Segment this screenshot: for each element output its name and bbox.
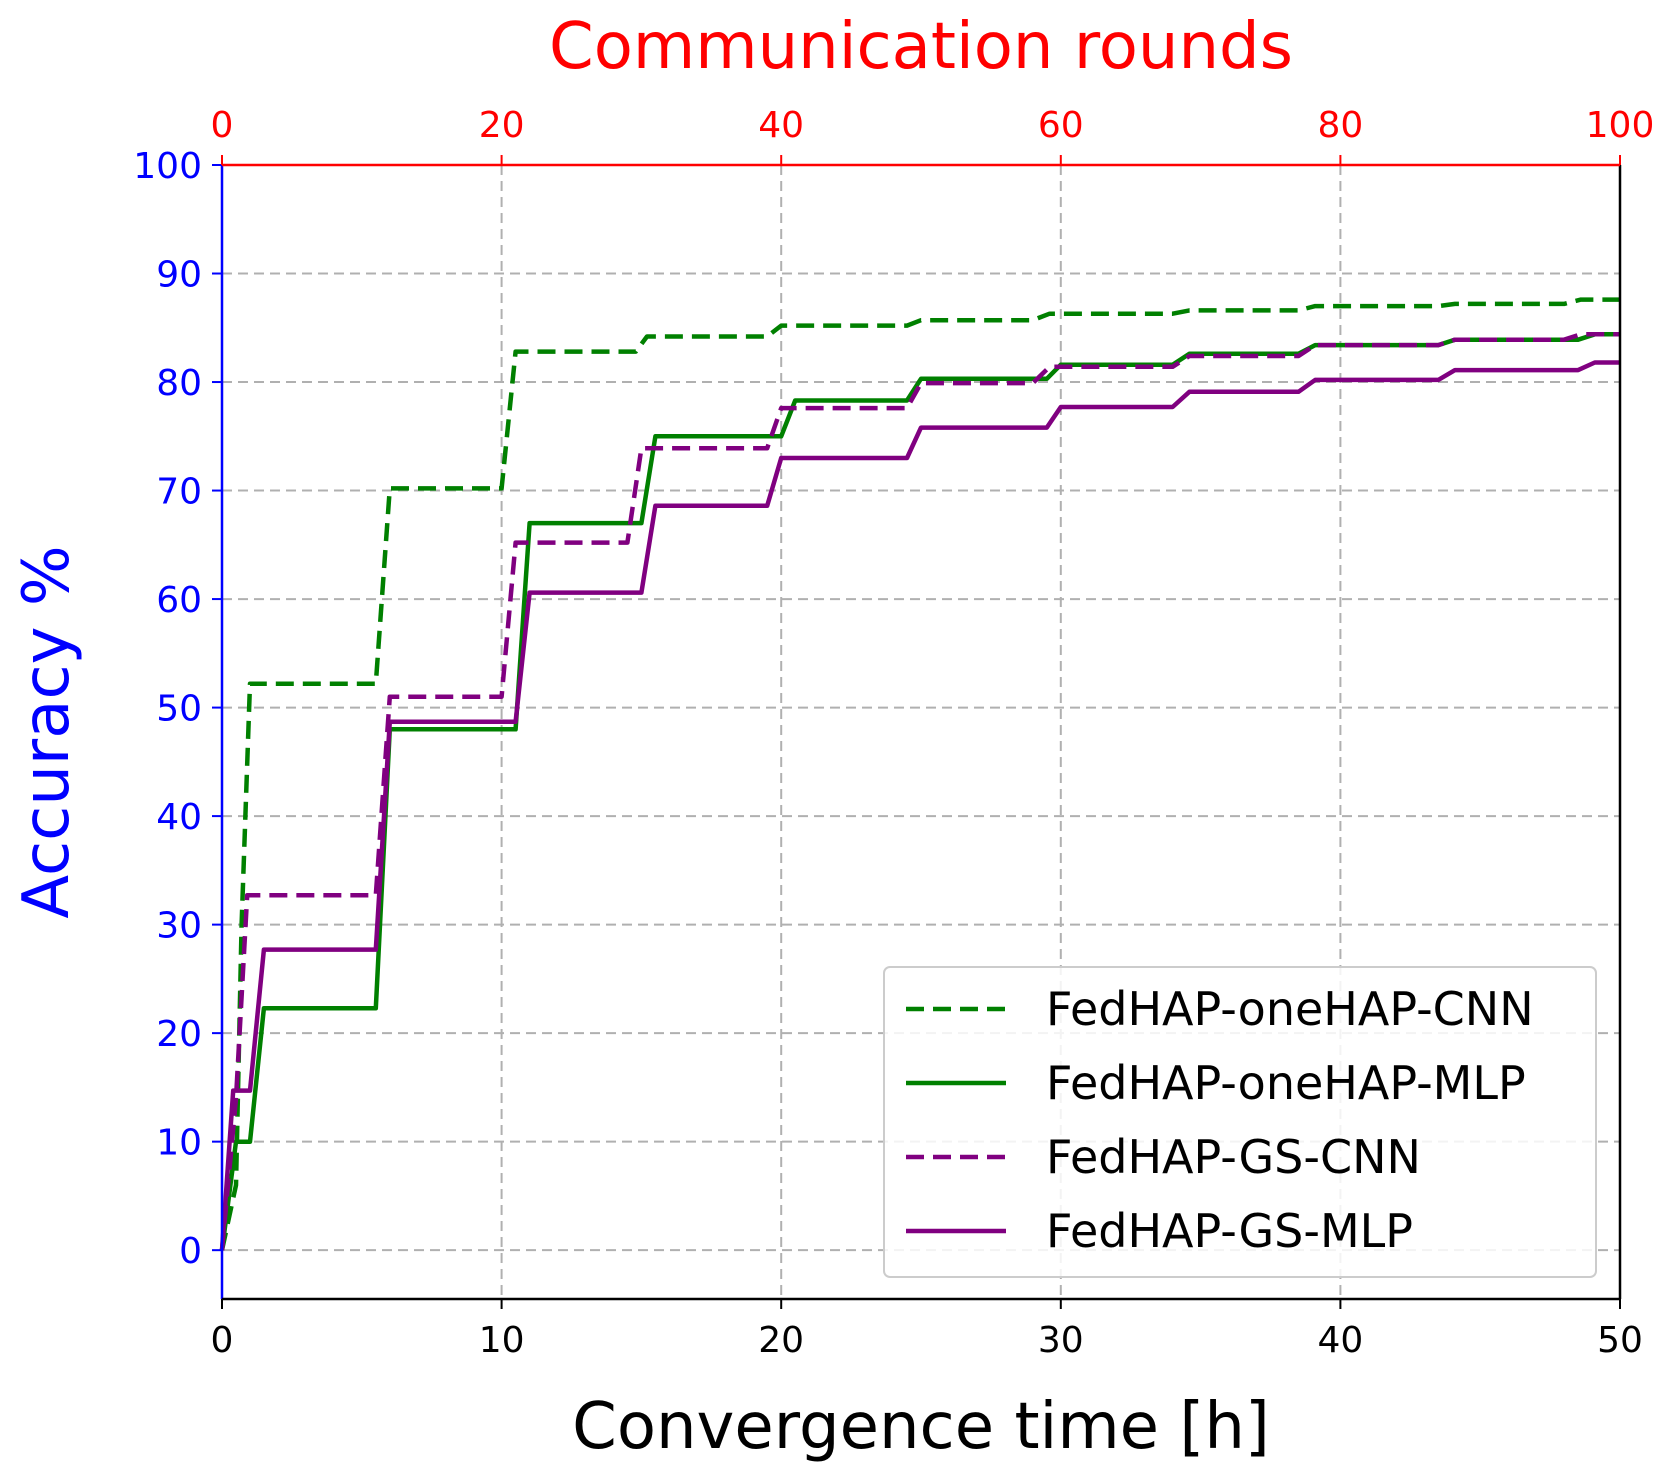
legend: FedHAP-oneHAP-CNN FedHAP-oneHAP-MLP FedHAP… — [883, 966, 1597, 1278]
top-axis-title: Communication rounds — [549, 10, 1293, 84]
legend-label-3: FedHAP-GS-MLP — [1046, 1204, 1413, 1258]
x-tick-label: 20 — [758, 1320, 804, 1361]
axes — [220, 163, 1622, 1301]
y-tick-label: 90 — [156, 255, 202, 296]
y-tick-label: 10 — [156, 1123, 202, 1164]
legend-box — [883, 966, 1597, 1278]
x-tick-label: 0 — [211, 1320, 234, 1361]
top-tick-label: 60 — [1038, 105, 1084, 146]
x-axis-title: Convergence time [h] — [572, 1390, 1270, 1464]
y-tick-label: 20 — [156, 1014, 202, 1055]
x-tick-label: 10 — [479, 1320, 525, 1361]
series-line-3 — [219, 360, 1620, 1251]
y-tick-label: 50 — [156, 689, 202, 730]
top-tick-label: 40 — [758, 105, 804, 146]
top-tick-label: 100 — [1586, 105, 1655, 146]
y-tick-label: 100 — [133, 146, 202, 187]
y-axis-title: Accuracy % — [10, 545, 84, 918]
y-tick-label: 0 — [179, 1231, 202, 1272]
x-tick-label: 30 — [1038, 1320, 1084, 1361]
y-tick-label: 30 — [156, 906, 202, 947]
legend-label-0: FedHAP-oneHAP-CNN — [1046, 982, 1534, 1036]
series-line-0 — [219, 297, 1620, 1251]
y-tick-label: 60 — [156, 580, 202, 621]
top-tick-label: 0 — [211, 105, 234, 146]
legend-label-2: FedHAP-GS-CNN — [1046, 1130, 1421, 1184]
top-tick-label: 80 — [1317, 105, 1363, 146]
y-tick-label: 70 — [156, 472, 202, 513]
top-tick-label: 20 — [479, 105, 525, 146]
x-tick-label: 50 — [1597, 1320, 1643, 1361]
legend-label-1: FedHAP-oneHAP-MLP — [1046, 1056, 1526, 1110]
series-lines — [219, 297, 1620, 1251]
y-tick-label: 40 — [156, 797, 202, 838]
y-tick-label: 80 — [156, 363, 202, 404]
x-tick-label: 40 — [1317, 1320, 1363, 1361]
